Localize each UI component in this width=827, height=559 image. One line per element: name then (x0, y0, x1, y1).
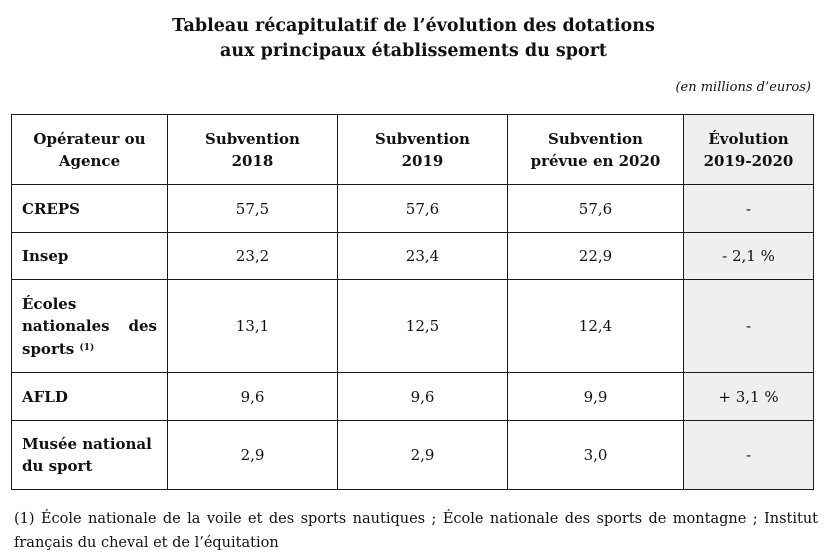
table-header-row: Opérateur ou Agence Subvention 2018 Subv… (11, 114, 814, 185)
table-row: CREPS 57,5 57,6 57,6 - (11, 184, 814, 233)
table-row: Musée national du sport 2,9 2,9 3,0 - (11, 420, 814, 490)
cell-evolution: - 2,1 % (683, 232, 814, 280)
cell-2018: 57,5 (167, 184, 338, 233)
cell-2020: 9,9 (507, 372, 684, 421)
footnote-ref: (1) (79, 342, 95, 353)
header-operator: Opérateur ou Agence (11, 114, 168, 185)
row-label: AFLD (11, 372, 168, 421)
summary-table: Opérateur ou Agence Subvention 2018 Subv… (11, 114, 814, 490)
cell-2019: 57,6 (337, 184, 508, 233)
row-label-text: Écoles nationales des sports (22, 294, 157, 358)
row-label: CREPS (11, 184, 168, 233)
table-row: Écoles nationales des sports (1) 13,1 12… (11, 279, 814, 373)
title-line-2: aux principaux établissements du sport (220, 41, 607, 61)
cell-2018: 2,9 (167, 420, 338, 490)
table-row: AFLD 9,6 9,6 9,9 + 3,1 % (11, 372, 814, 421)
cell-2019: 2,9 (337, 420, 508, 490)
cell-2018: 13,1 (167, 279, 338, 373)
cell-2018: 23,2 (167, 232, 338, 280)
row-label: Insep (11, 232, 168, 280)
cell-2020: 12,4 (507, 279, 684, 373)
document-title: Tableau récapitulatif de l’évolution des… (0, 14, 827, 64)
footnote: (1) École nationale de la voile et des s… (14, 511, 818, 551)
cell-2020: 22,9 (507, 232, 684, 280)
cell-evolution: - (683, 420, 814, 490)
cell-2020: 3,0 (507, 420, 684, 490)
unit-note: (en millions d’euros) (675, 80, 811, 95)
row-label: Musée national du sport (11, 420, 168, 490)
cell-2019: 12,5 (337, 279, 508, 373)
cell-2018: 9,6 (167, 372, 338, 421)
cell-2019: 23,4 (337, 232, 508, 280)
cell-evolution: - (683, 279, 814, 373)
cell-2020: 57,6 (507, 184, 684, 233)
header-subvention-2018: Subvention 2018 (167, 114, 338, 185)
header-subvention-2020: Subvention prévue en 2020 (507, 114, 684, 185)
header-subvention-2019: Subvention 2019 (337, 114, 508, 185)
cell-evolution: + 3,1 % (683, 372, 814, 421)
row-label: Écoles nationales des sports (1) (11, 279, 168, 373)
table-row: Insep 23,2 23,4 22,9 - 2,1 % (11, 232, 814, 280)
header-evolution: Évolution 2019-2020 (683, 114, 814, 185)
title-line-1: Tableau récapitulatif de l’évolution des… (172, 16, 655, 36)
cell-evolution: - (683, 184, 814, 233)
cell-2019: 9,6 (337, 372, 508, 421)
